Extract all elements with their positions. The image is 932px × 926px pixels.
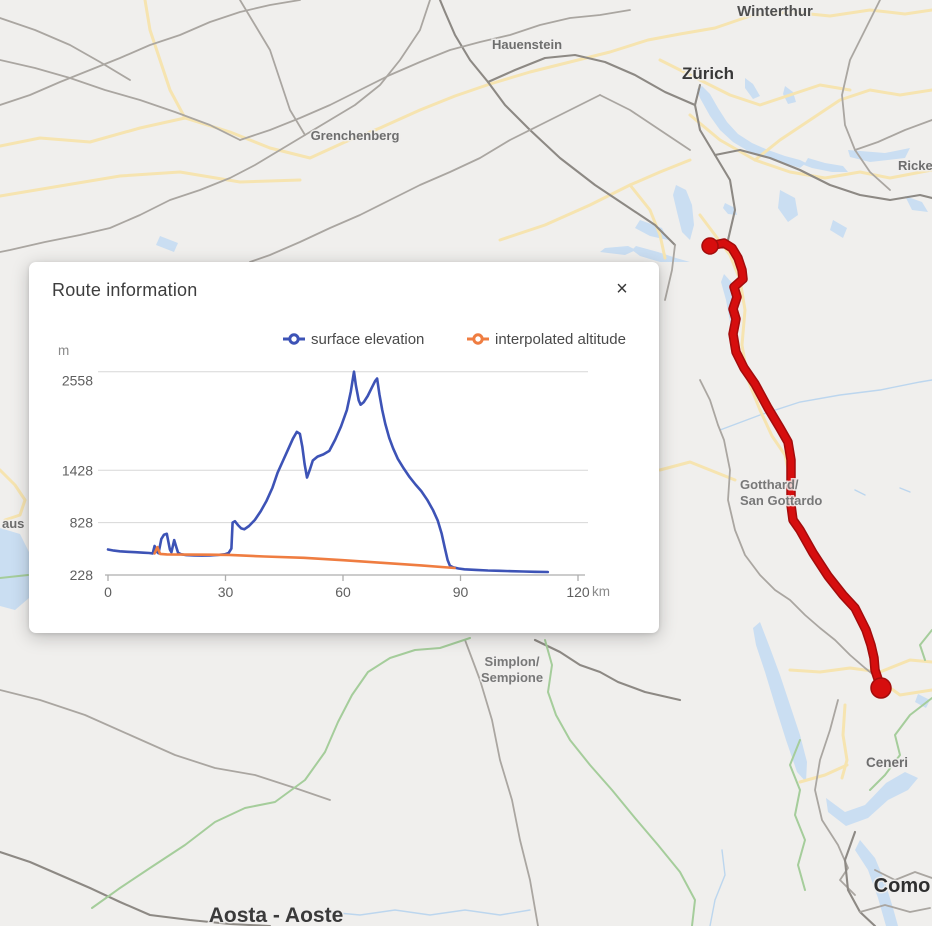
legend-item-interpolated-altitude[interactable]: interpolated altitude [467, 331, 626, 348]
map-label-winterthur: Winterthur [737, 3, 813, 20]
map-label-hauenstein: Hauenstein [492, 37, 562, 52]
rivers-layer [327, 379, 932, 926]
x-tick-30: 30 [218, 584, 234, 600]
lake-zugersee [673, 185, 694, 240]
legend-marker-icon [472, 333, 484, 345]
map-label-como: Como [874, 875, 931, 897]
lake-small-5 [915, 694, 930, 708]
map-label-grenchenberg: Grenchenberg [311, 128, 400, 143]
lake-zurichsee [697, 86, 806, 168]
x-tick-120: 120 [566, 584, 590, 600]
y-tick-228: 228 [70, 567, 94, 583]
lake-small-2 [830, 220, 847, 238]
lake-maggiore [753, 622, 807, 782]
lake-arm-1 [600, 246, 636, 255]
legend-marker-icon [288, 333, 300, 345]
lake-vierwaldstaettersee [632, 246, 690, 262]
series-surface-elevation[interactable] [106, 370, 550, 574]
lake-leman-sliver [0, 528, 29, 610]
lake-como [855, 840, 898, 926]
map-label-aus: aus [2, 516, 24, 531]
route-info-panel: 228 828 1428 2558 m 0 30 60 90 120 km surface eleva… [29, 262, 659, 633]
route-start-marker[interactable] [701, 237, 719, 255]
x-tick-0: 0 [104, 584, 112, 600]
legend-label: interpolated altitude [495, 331, 626, 348]
route-layer[interactable] [701, 237, 892, 699]
x-axis-unit: km [592, 584, 610, 599]
x-tick-90: 90 [453, 584, 469, 600]
x-tick-60: 60 [335, 584, 351, 600]
map-label-zurich: Zürich [682, 64, 734, 83]
y-tick-828: 828 [70, 515, 94, 531]
lake-sihlsee [778, 190, 798, 222]
map-label-gotthard: Gotthard/San Gottardo [740, 477, 822, 508]
series-interpolated-altitude[interactable] [153, 545, 456, 570]
route-end-marker[interactable] [870, 677, 892, 699]
map-label-ceneri: Ceneri [866, 755, 908, 770]
y-axis-unit: m [58, 343, 69, 358]
close-button[interactable]: × [609, 276, 635, 302]
lakes-layer [0, 78, 930, 926]
elevation-chart[interactable]: 228 828 1428 2558 m 0 30 60 90 120 km surface eleva… [29, 262, 659, 633]
lake-lugano [826, 772, 918, 826]
lake-obersee [804, 158, 848, 172]
map-label-aosta: Aosta - Aoste [209, 904, 344, 926]
trails-layer [0, 574, 932, 926]
lake-walensee [848, 148, 910, 162]
map-label-simplon: Simplon/Sempione [481, 654, 543, 685]
lake-greifensee [745, 78, 760, 99]
y-tick-1428: 1428 [62, 462, 93, 478]
route-line[interactable] [706, 239, 885, 692]
panel-title: Route information [52, 280, 198, 300]
legend-item-surface-elevation[interactable]: surface elevation [283, 331, 424, 348]
map-label-ricken: Ricke [898, 158, 932, 173]
lake-small-4 [156, 236, 178, 252]
legend-label: surface elevation [311, 331, 424, 348]
lake-small-3 [905, 196, 928, 212]
y-tick-2558: 2558 [62, 373, 93, 389]
